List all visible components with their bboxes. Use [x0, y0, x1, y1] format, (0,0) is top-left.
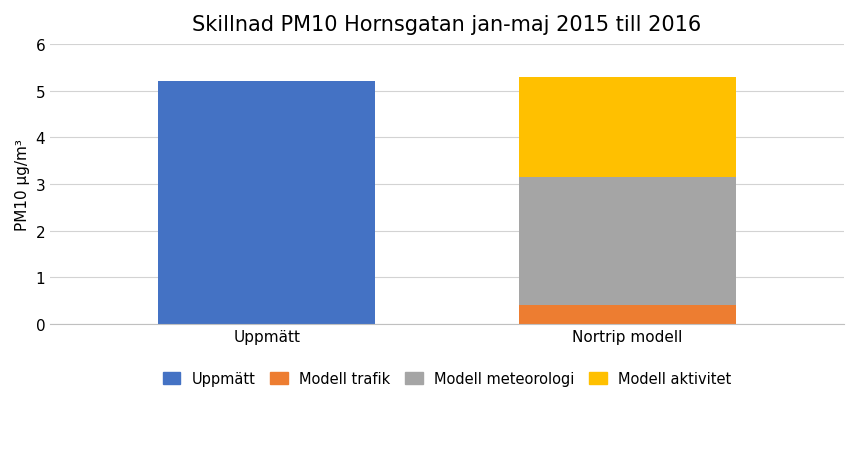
Y-axis label: PM10 μg/m³: PM10 μg/m³ — [15, 139, 30, 230]
Bar — [158, 82, 375, 324]
Bar — [519, 306, 736, 324]
Legend: Uppmätt, Modell trafik, Modell meteorologi, Modell aktivitet: Uppmätt, Modell trafik, Modell meteorolo… — [156, 365, 738, 392]
Title: Skillnad PM10 Hornsgatan jan-maj 2015 till 2016: Skillnad PM10 Hornsgatan jan-maj 2015 ti… — [192, 15, 702, 35]
Bar — [519, 78, 736, 178]
Bar — [519, 178, 736, 306]
